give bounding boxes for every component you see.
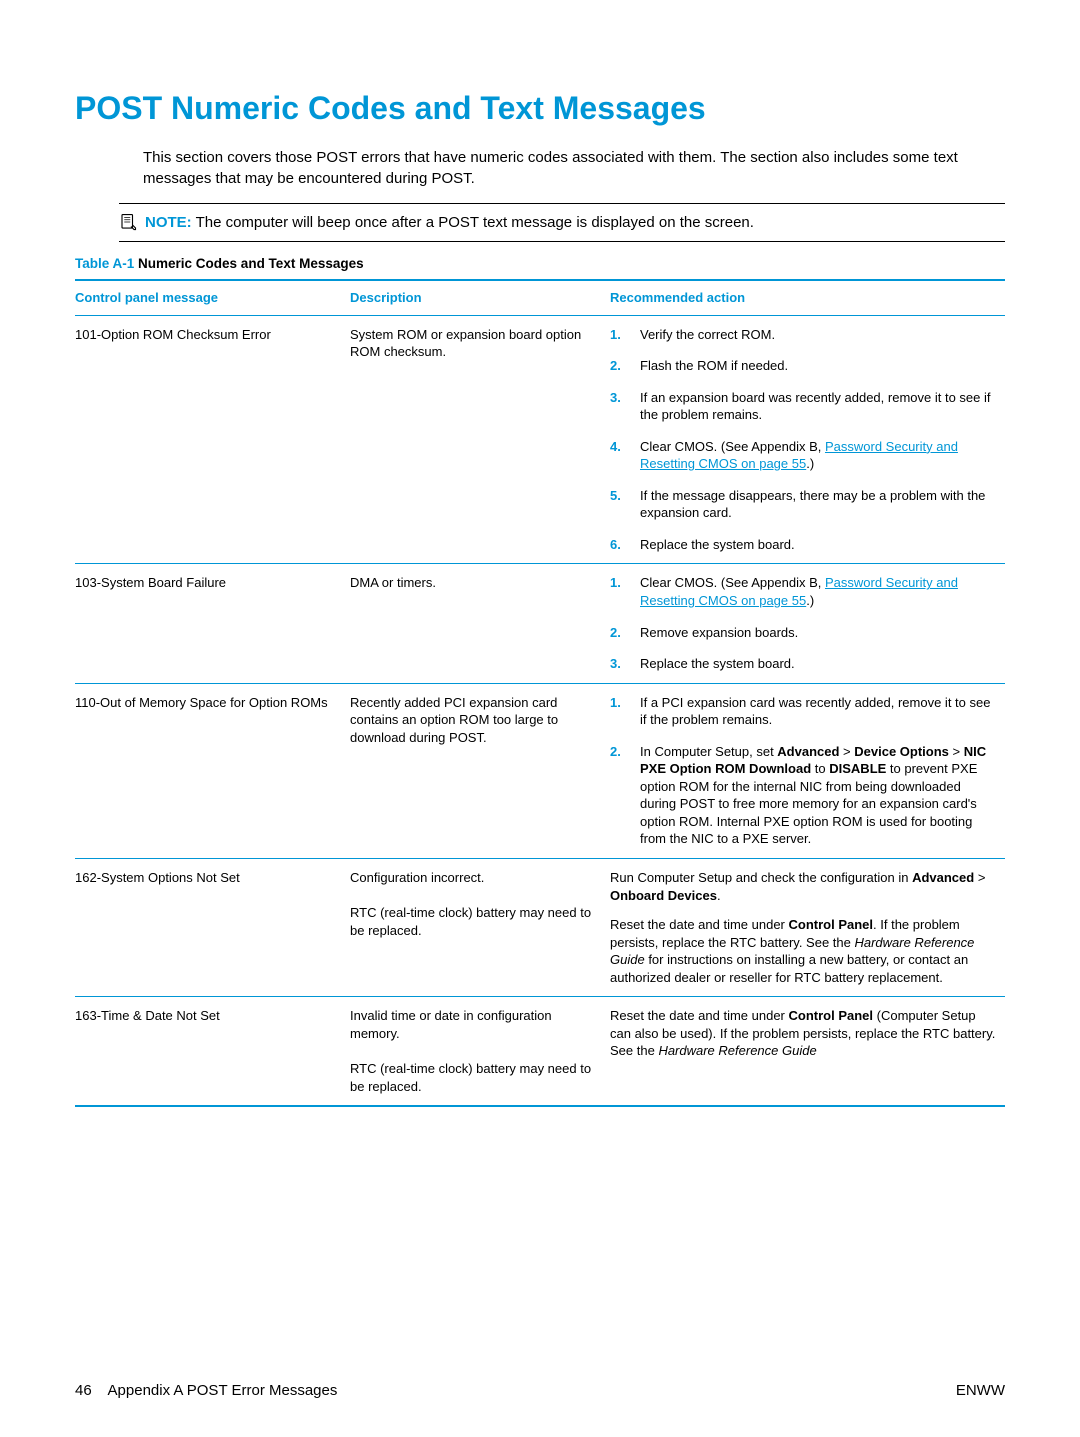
action-list: Clear CMOS. (See Appendix B, Password Se…: [610, 574, 997, 672]
cell-description: System ROM or expansion board option ROM…: [350, 315, 610, 564]
cell-message: 163-Time & Date Not Set: [75, 997, 350, 1106]
col-header-description: Description: [350, 280, 610, 315]
action-item: Replace the system board.: [610, 536, 997, 554]
table-caption: Table A-1 Numeric Codes and Text Message…: [75, 256, 1005, 271]
cell-description: Recently added PCI expansion card contai…: [350, 683, 610, 858]
cell-description: Invalid time or date in configuration me…: [350, 997, 610, 1106]
link-password-security[interactable]: Password Security and Resetting CMOS on …: [640, 575, 958, 608]
link-password-security[interactable]: Password Security and Resetting CMOS on …: [640, 439, 958, 472]
action-paragraph: Reset the date and time under Control Pa…: [610, 1007, 997, 1060]
action-list: If a PCI expansion card was recently add…: [610, 694, 997, 848]
note-block: NOTE: The computer will beep once after …: [119, 203, 1005, 242]
cell-action: Verify the correct ROM. Flash the ROM if …: [610, 315, 1005, 564]
cell-description: Configuration incorrect.RTC (real-time c…: [350, 859, 610, 997]
page-title: POST Numeric Codes and Text Messages: [75, 90, 1005, 127]
table-row: 101-Option ROM Checksum ErrorSystem ROM …: [75, 315, 1005, 564]
action-item: Remove expansion boards.: [610, 624, 997, 642]
footer-section: Appendix A POST Error Messages: [108, 1382, 338, 1399]
cell-message: 162-System Options Not Set: [75, 859, 350, 997]
action-item: Clear CMOS. (See Appendix B, Password Se…: [610, 574, 997, 609]
cell-description: DMA or timers.: [350, 564, 610, 683]
action-item: Verify the correct ROM.: [610, 326, 997, 344]
cell-action: Clear CMOS. (See Appendix B, Password Se…: [610, 564, 1005, 683]
table-caption-num: Table A-1: [75, 256, 134, 271]
cell-message: 101-Option ROM Checksum Error: [75, 315, 350, 564]
action-paragraph: Run Computer Setup and check the configu…: [610, 869, 997, 904]
codes-table: Control panel message Description Recomm…: [75, 279, 1005, 1107]
table-row: 162-System Options Not SetConfiguration …: [75, 859, 1005, 997]
action-item: Flash the ROM if needed.: [610, 357, 997, 375]
note-body: The computer will beep once after a POST…: [196, 214, 754, 231]
cell-message: 103-System Board Failure: [75, 564, 350, 683]
action-item: If a PCI expansion card was recently add…: [610, 694, 997, 729]
action-paragraph: Reset the date and time under Control Pa…: [610, 916, 997, 986]
intro-paragraph: This section covers those POST errors th…: [143, 147, 1005, 189]
footer-left: 46 Appendix A POST Error Messages: [75, 1382, 337, 1399]
table-body: 101-Option ROM Checksum ErrorSystem ROM …: [75, 315, 1005, 1106]
cell-message: 110-Out of Memory Space for Option ROMs: [75, 683, 350, 858]
footer-right: ENWW: [956, 1382, 1005, 1399]
cell-action: If a PCI expansion card was recently add…: [610, 683, 1005, 858]
action-item: In Computer Setup, set Advanced > Device…: [610, 743, 997, 848]
action-item: Replace the system board.: [610, 655, 997, 673]
action-item: If the message disappears, there may be …: [610, 487, 997, 522]
table-row: 163-Time & Date Not SetInvalid time or d…: [75, 997, 1005, 1106]
table-caption-text: Numeric Codes and Text Messages: [138, 256, 364, 271]
col-header-message: Control panel message: [75, 280, 350, 315]
table-row: 110-Out of Memory Space for Option ROMsR…: [75, 683, 1005, 858]
note-text: NOTE: The computer will beep once after …: [145, 212, 754, 233]
cell-action: Reset the date and time under Control Pa…: [610, 997, 1005, 1106]
footer-page-num: 46: [75, 1382, 92, 1399]
page-footer: 46 Appendix A POST Error Messages ENWW: [75, 1382, 1005, 1399]
action-list: Verify the correct ROM. Flash the ROM if …: [610, 326, 997, 554]
note-icon: [119, 213, 137, 231]
cell-action: Run Computer Setup and check the configu…: [610, 859, 1005, 997]
table-row: 103-System Board FailureDMA or timers.Cl…: [75, 564, 1005, 683]
action-item: Clear CMOS. (See Appendix B, Password Se…: [610, 438, 997, 473]
note-label: NOTE:: [145, 214, 192, 231]
col-header-action: Recommended action: [610, 280, 1005, 315]
table-header-row: Control panel message Description Recomm…: [75, 280, 1005, 315]
action-item: If an expansion board was recently added…: [610, 389, 997, 424]
